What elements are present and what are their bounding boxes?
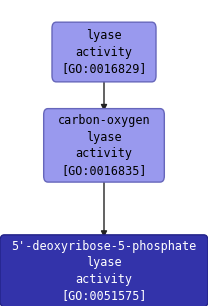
FancyBboxPatch shape	[52, 22, 156, 82]
Text: carbon-oxygen
lyase
activity
[GO:0016835]: carbon-oxygen lyase activity [GO:0016835…	[58, 114, 150, 177]
Text: 5'-deoxyribose-5-phosphate
lyase
activity
[GO:0051575]: 5'-deoxyribose-5-phosphate lyase activit…	[11, 240, 197, 302]
FancyBboxPatch shape	[44, 109, 164, 182]
FancyBboxPatch shape	[0, 235, 208, 306]
Text: lyase
activity
[GO:0016829]: lyase activity [GO:0016829]	[61, 29, 147, 75]
